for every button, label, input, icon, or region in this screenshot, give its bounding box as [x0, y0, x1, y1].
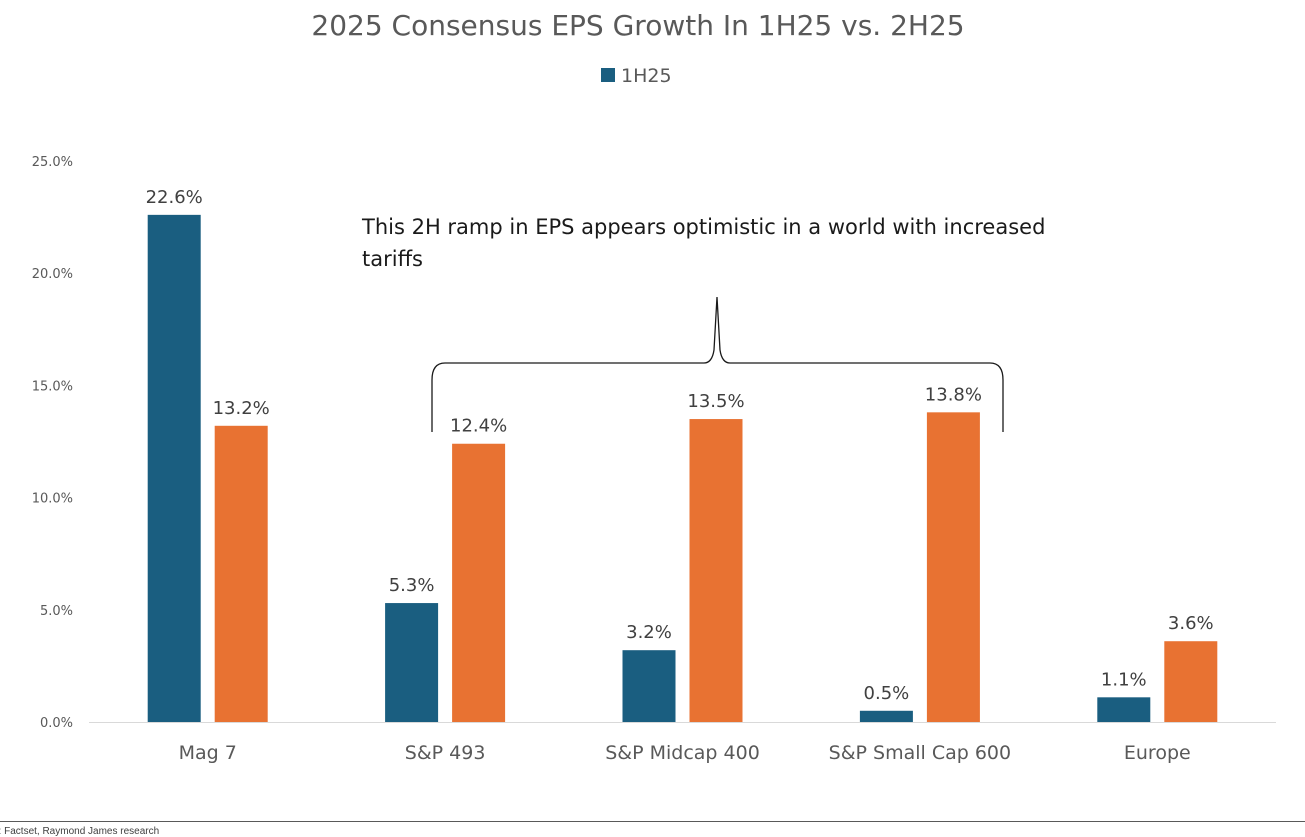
data-label: 5.3%	[389, 575, 435, 596]
bar-2h25	[214, 425, 268, 722]
footer-divider	[0, 821, 1305, 822]
source-note: ce: Factset, Raymond James research	[0, 826, 160, 837]
annotation-bracket	[431, 296, 1004, 432]
bar-1h25	[385, 603, 439, 722]
annotation: This 2H ramp in EPS appears optimistic i…	[361, 215, 1045, 432]
bar-1h25	[859, 710, 913, 722]
bar-1h25	[147, 214, 201, 722]
x-axis: Mag 7 S&P 493 S&P Midcap 400 S&P Small Cap …	[179, 742, 1191, 764]
annotation-line-1: This 2H ramp in EPS appears optimistic i…	[361, 215, 1045, 239]
x-tick-label: S&P Small Cap 600	[829, 742, 1011, 764]
y-tick-label: 5.0%	[40, 604, 73, 619]
x-tick-label: S&P Midcap 400	[605, 742, 760, 764]
chart-title: 2025 Consensus EPS Growth In 1H25 vs. 2H…	[311, 9, 964, 42]
bar-2h25	[689, 419, 743, 722]
data-label: 13.8%	[925, 384, 982, 405]
legend-swatch-1h25	[601, 68, 615, 82]
bar-2h25	[1164, 641, 1218, 722]
data-label: 13.5%	[687, 391, 744, 412]
x-tick-label: S&P 493	[405, 742, 486, 764]
data-label: 12.4%	[450, 416, 507, 437]
data-label: 3.6%	[1168, 613, 1214, 634]
x-tick-label: Europe	[1124, 742, 1191, 764]
data-label: 13.2%	[213, 398, 270, 419]
y-tick-label: 10.0%	[32, 492, 73, 507]
bar-2h25	[452, 443, 506, 722]
bar-1h25	[1097, 697, 1151, 722]
y-tick-label: 0.0%	[40, 716, 73, 731]
bars: 22.6% 13.2% 5.3% 12.4% 3.2% 13.5% 0.5% 13.8% 1.1…	[146, 187, 1218, 722]
x-tick-label: Mag 7	[179, 742, 237, 764]
data-label: 1.1%	[1101, 669, 1147, 690]
y-tick-label: 20.0%	[32, 267, 73, 282]
y-tick-label: 25.0%	[32, 155, 73, 170]
y-tick-label: 15.0%	[32, 379, 73, 394]
data-label: 0.5%	[864, 683, 910, 704]
legend: 1H25	[601, 65, 672, 87]
y-axis: 0.0% 5.0% 10.0% 15.0% 20.0% 25.0%	[32, 155, 73, 731]
legend-label-1h25: 1H25	[621, 65, 672, 87]
bar-1h25	[622, 650, 676, 722]
annotation-line-2: tariffs	[362, 247, 423, 271]
bar-2h25	[926, 412, 980, 722]
data-label: 3.2%	[626, 622, 672, 643]
data-label: 22.6%	[146, 187, 203, 208]
